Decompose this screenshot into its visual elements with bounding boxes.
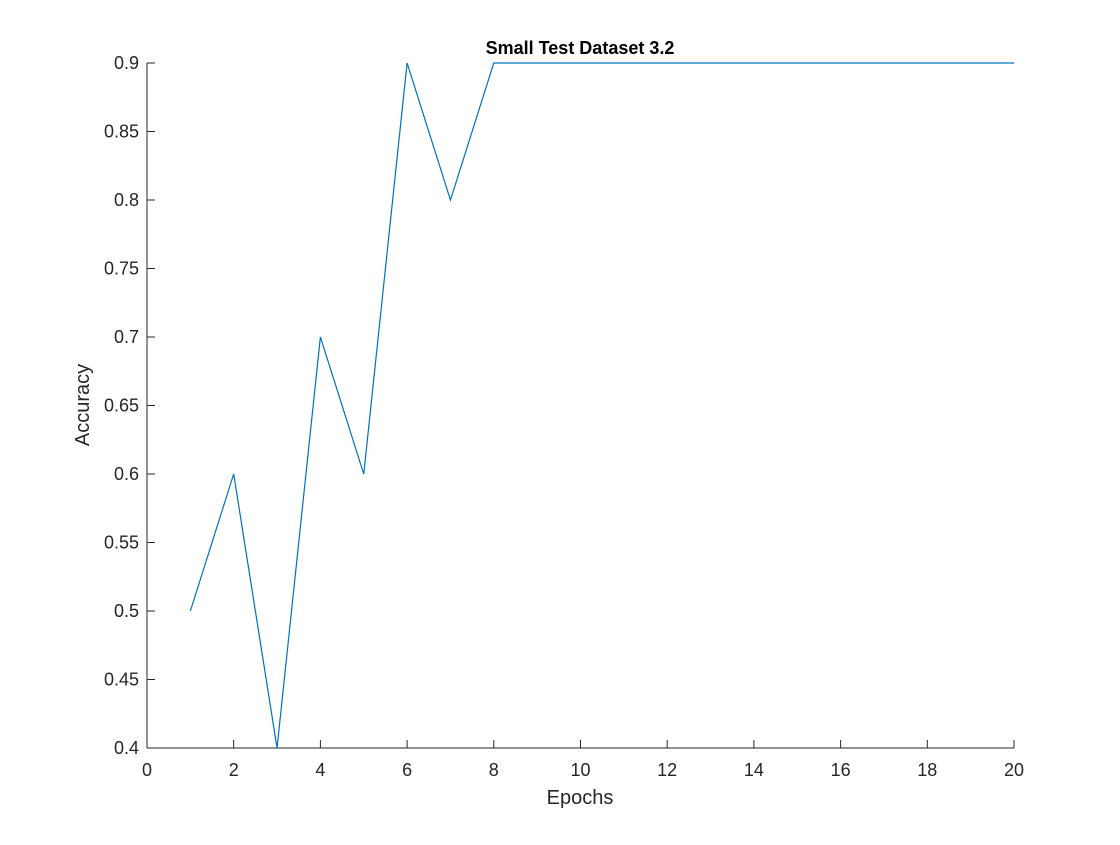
y-tick-label: 0.45 bbox=[104, 670, 139, 690]
y-tick-label: 0.7 bbox=[114, 327, 139, 347]
y-tick-label: 0.8 bbox=[114, 190, 139, 210]
x-tick-label: 8 bbox=[489, 760, 499, 780]
x-tick-label: 20 bbox=[1004, 760, 1024, 780]
axes: 0 2 4 6 8 10 12 14 16 18 20 0.4 0.45 0.5 0.55 0.6 0.65 0.… bbox=[104, 53, 1024, 780]
y-tick-label: 0.6 bbox=[114, 464, 139, 484]
y-tick-label: 0.4 bbox=[114, 738, 139, 758]
x-tick-label: 14 bbox=[744, 760, 764, 780]
x-tick-label: 10 bbox=[570, 760, 590, 780]
y-tick-label: 0.5 bbox=[114, 601, 139, 621]
series-layer bbox=[189, 62, 1014, 749]
x-tick-label: 0 bbox=[142, 760, 152, 780]
x-tick-label: 18 bbox=[917, 760, 937, 780]
y-axis-label: Accuracy bbox=[72, 364, 94, 446]
x-tick-label: 16 bbox=[831, 760, 851, 780]
x-tick-label: 12 bbox=[657, 760, 677, 780]
y-tick-label: 0.9 bbox=[114, 53, 139, 73]
y-tick-label: 0.75 bbox=[104, 259, 139, 279]
x-axis-label: Epochs bbox=[547, 787, 614, 809]
series-line bbox=[189, 62, 1014, 749]
chart-title: Small Test Dataset 3.2 bbox=[486, 38, 675, 58]
x-tick-label: 6 bbox=[402, 760, 412, 780]
x-tick-label: 2 bbox=[229, 760, 239, 780]
y-tick-label: 0.85 bbox=[104, 122, 139, 142]
y-tick-label: 0.55 bbox=[104, 533, 139, 553]
y-tick-label: 0.65 bbox=[104, 396, 139, 416]
x-tick-label: 4 bbox=[315, 760, 325, 780]
